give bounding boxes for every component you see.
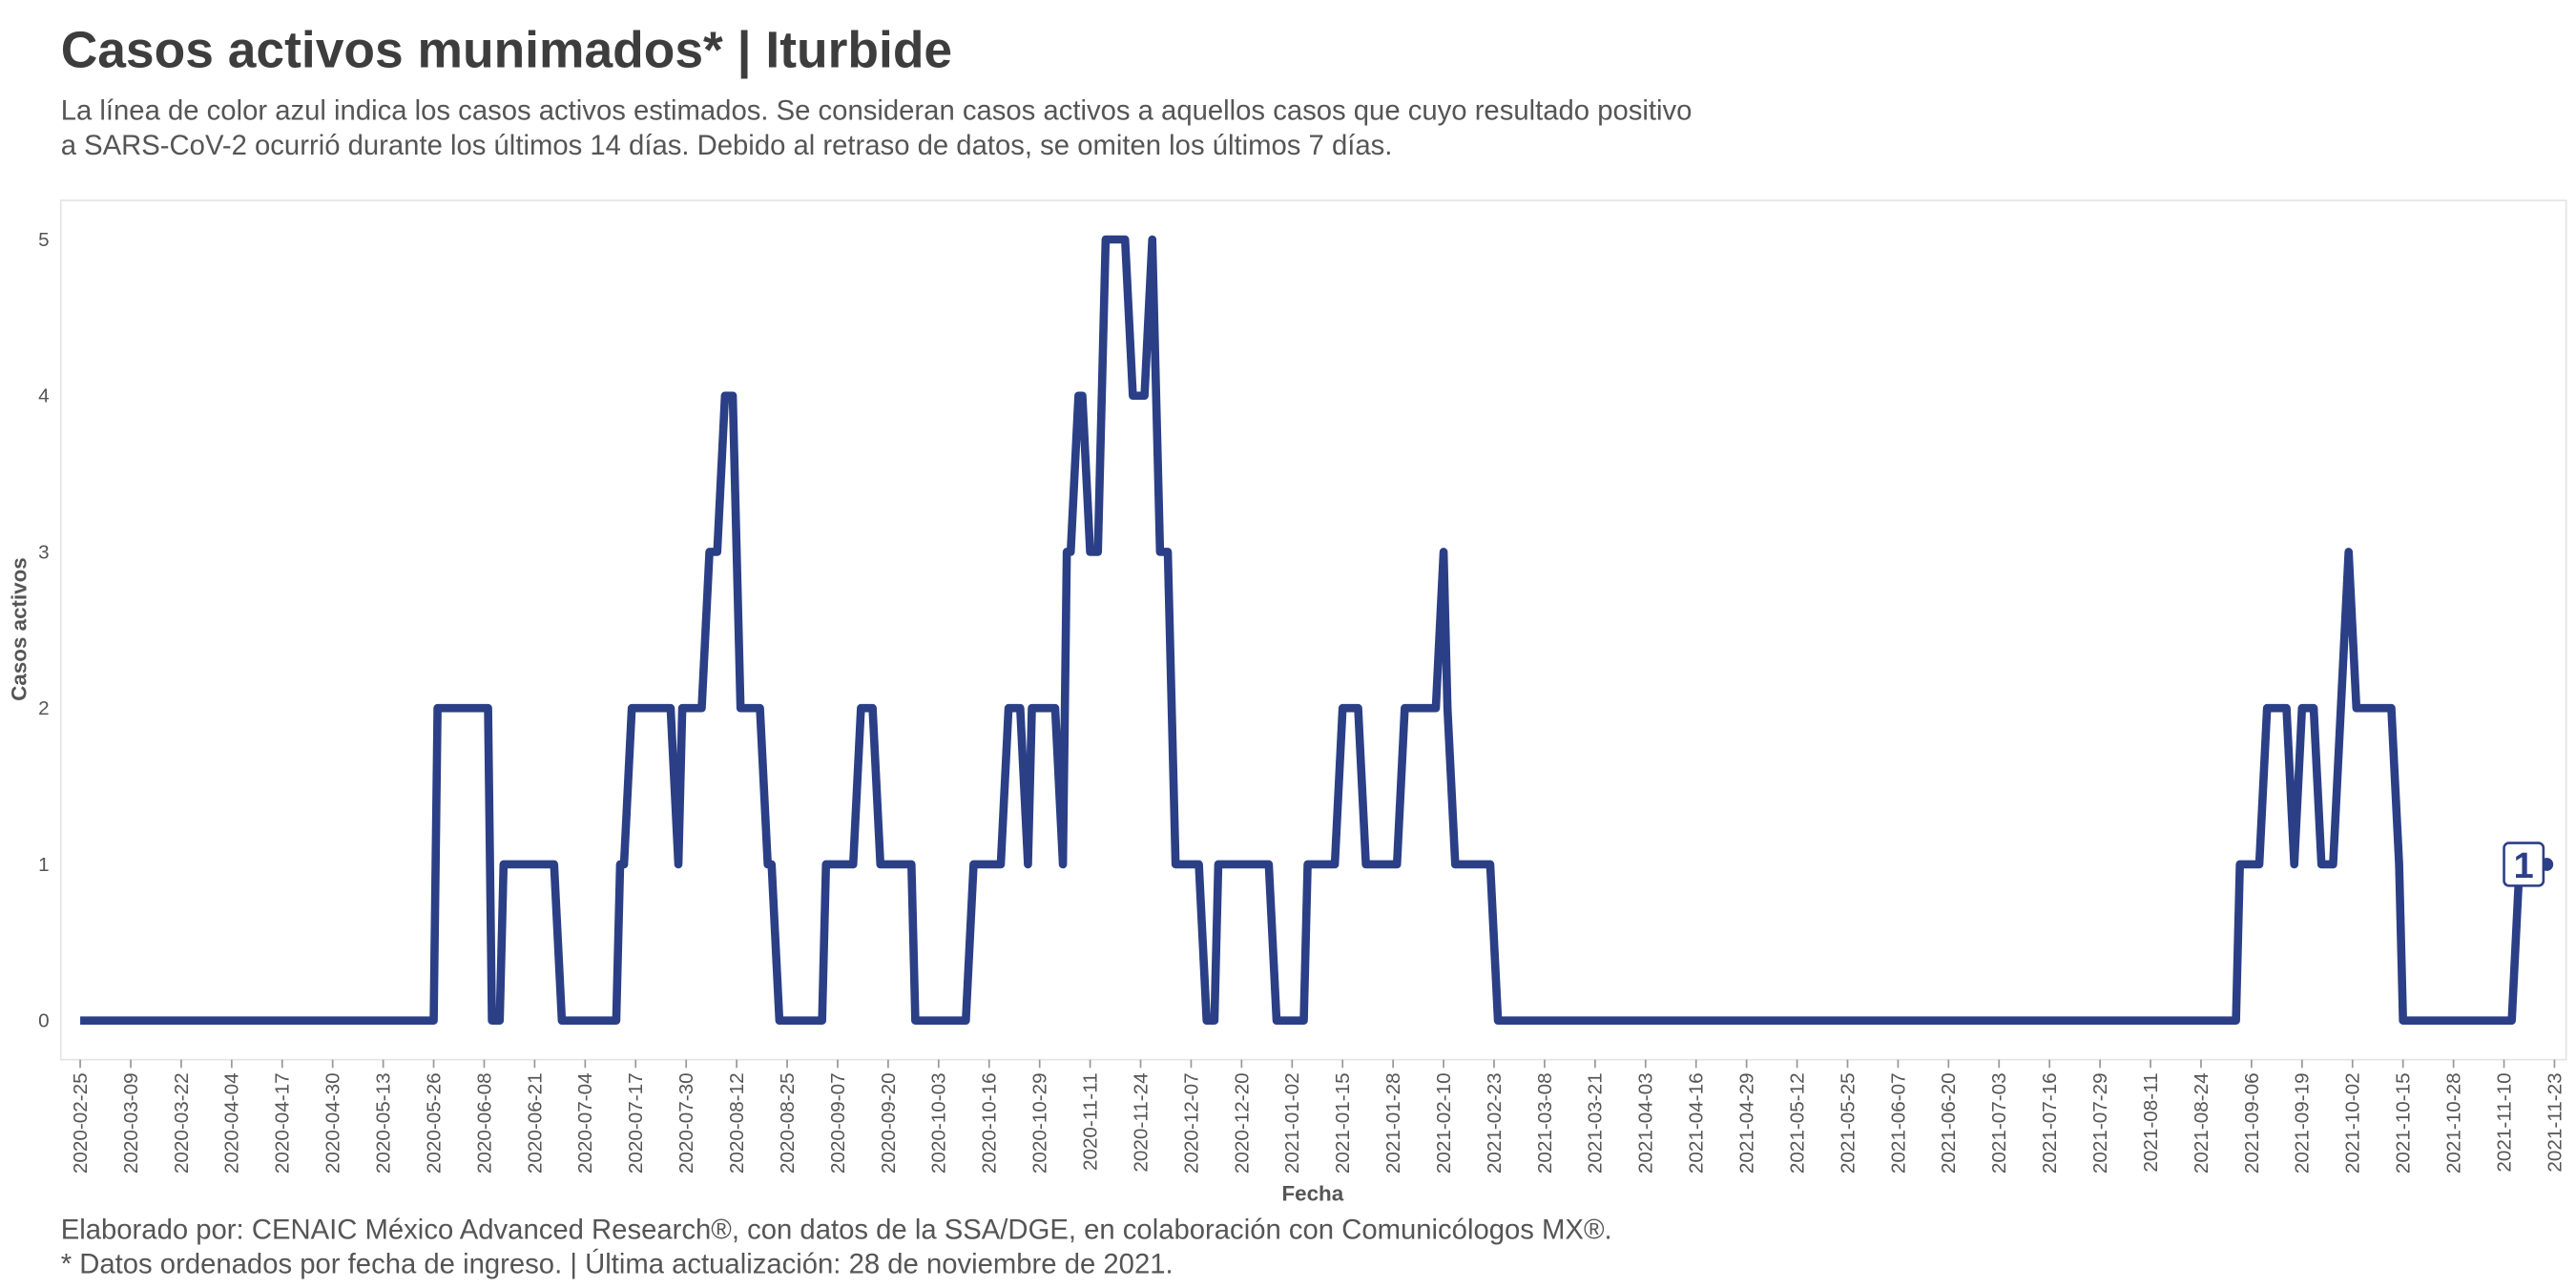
- x-tick-label: 2021-11-10: [2493, 1072, 2515, 1172]
- x-tick-label: 2020-05-26: [423, 1072, 445, 1174]
- x-tick-label: 2021-03-08: [1534, 1072, 1556, 1174]
- chart-subtitle: La línea de color azul indica los casos …: [61, 96, 1693, 127]
- plot-frame: [59, 199, 2567, 1061]
- x-tick-label: 2020-07-30: [675, 1072, 697, 1174]
- y-tick-label: 3: [38, 541, 50, 563]
- y-tick-label: 4: [38, 385, 50, 407]
- x-tick-label: 2020-10-16: [979, 1072, 1001, 1174]
- y-axis-label: Casos activos: [8, 557, 31, 701]
- x-tick-label: 2021-03-21: [1585, 1072, 1607, 1174]
- x-axis-label: Fecha: [1281, 1182, 1343, 1206]
- x-tick-label: 2020-06-21: [524, 1072, 546, 1174]
- x-tick-label: 2021-09-06: [2241, 1072, 2263, 1174]
- x-tick-label: 2021-07-03: [1988, 1072, 2010, 1174]
- x-tick-label: 2021-04-03: [1635, 1072, 1657, 1174]
- x-tick-label: 2021-11-23: [2544, 1072, 2566, 1172]
- x-tick-label: 2020-09-20: [878, 1072, 900, 1174]
- y-tick-label: 0: [38, 1010, 50, 1032]
- x-tick-label: 2020-08-25: [777, 1072, 799, 1174]
- x-tick-label: 2021-09-19: [2292, 1072, 2314, 1174]
- x-tick-label: 2020-10-03: [928, 1072, 950, 1174]
- x-tick-label: 2020-07-17: [625, 1072, 647, 1174]
- y-tick-label: 5: [38, 229, 50, 251]
- x-tick-label: 2021-01-02: [1281, 1072, 1303, 1174]
- x-tick-label: 2021-07-16: [2039, 1072, 2061, 1174]
- x-tick-label: 2021-04-29: [1736, 1072, 1758, 1174]
- x-tick-label: 2020-08-12: [726, 1072, 748, 1174]
- x-tick-label: 2020-02-25: [70, 1072, 92, 1174]
- x-tick-label: 2021-04-16: [1686, 1072, 1708, 1174]
- x-tick-label: 2021-02-23: [1484, 1072, 1506, 1174]
- x-tick-label: 2020-11-11: [1079, 1072, 1101, 1171]
- x-tick-label: 2020-12-07: [1180, 1072, 1202, 1174]
- end-label-box: [2503, 841, 2545, 887]
- x-tick-label: 2021-07-29: [2089, 1072, 2111, 1174]
- x-tick-label: 2020-06-08: [473, 1072, 495, 1174]
- chart-subtitle: a SARS-CoV-2 ocurrió durante los últimos…: [61, 131, 1393, 161]
- x-tick-label: 2020-03-22: [171, 1072, 193, 1174]
- x-tick-label: 2021-05-25: [1837, 1072, 1859, 1174]
- x-tick-label: 2021-10-15: [2393, 1072, 2415, 1174]
- caption: * Datos ordenados por fecha de ingreso. …: [61, 1249, 1174, 1280]
- y-tick-label: 1: [38, 854, 50, 876]
- x-tick-label: 2021-01-28: [1382, 1072, 1404, 1174]
- x-tick-label: 2021-10-02: [2342, 1072, 2364, 1174]
- x-tick-label: 2021-08-11: [2140, 1072, 2162, 1172]
- x-tick-label: 2020-10-29: [1029, 1072, 1051, 1174]
- x-tick-label: 2020-04-04: [221, 1072, 243, 1174]
- caption: Elaborado por: CENAIC México Advanced Re…: [61, 1215, 1612, 1245]
- x-tick-label: 2020-04-30: [322, 1072, 344, 1174]
- x-tick-label: 2020-04-17: [272, 1072, 294, 1174]
- x-tick-label: 2020-07-04: [574, 1072, 596, 1174]
- chart-title: Casos activos munimados* | Iturbide: [61, 23, 952, 80]
- x-tick-label: 2020-12-20: [1231, 1072, 1253, 1174]
- x-tick-label: 2020-11-24: [1130, 1072, 1152, 1172]
- series-line: [80, 235, 2547, 1026]
- x-tick-label: 2020-03-09: [120, 1072, 142, 1174]
- x-tick-label: 2021-10-28: [2442, 1072, 2464, 1174]
- x-tick-label: 2020-09-07: [827, 1072, 849, 1174]
- x-tick-label: 2021-06-07: [1887, 1072, 1909, 1174]
- x-tick-label: 2021-05-12: [1786, 1072, 1808, 1174]
- end-label: 1: [2514, 846, 2534, 886]
- x-tick-label: 2020-05-13: [373, 1072, 395, 1174]
- x-tick-label: 2021-06-20: [1938, 1072, 1960, 1174]
- x-tick-label: 2021-08-24: [2191, 1072, 2212, 1174]
- x-tick-label: 2021-02-10: [1433, 1072, 1455, 1174]
- y-tick-label: 2: [38, 697, 50, 719]
- x-tick-label: 2021-01-15: [1332, 1072, 1354, 1174]
